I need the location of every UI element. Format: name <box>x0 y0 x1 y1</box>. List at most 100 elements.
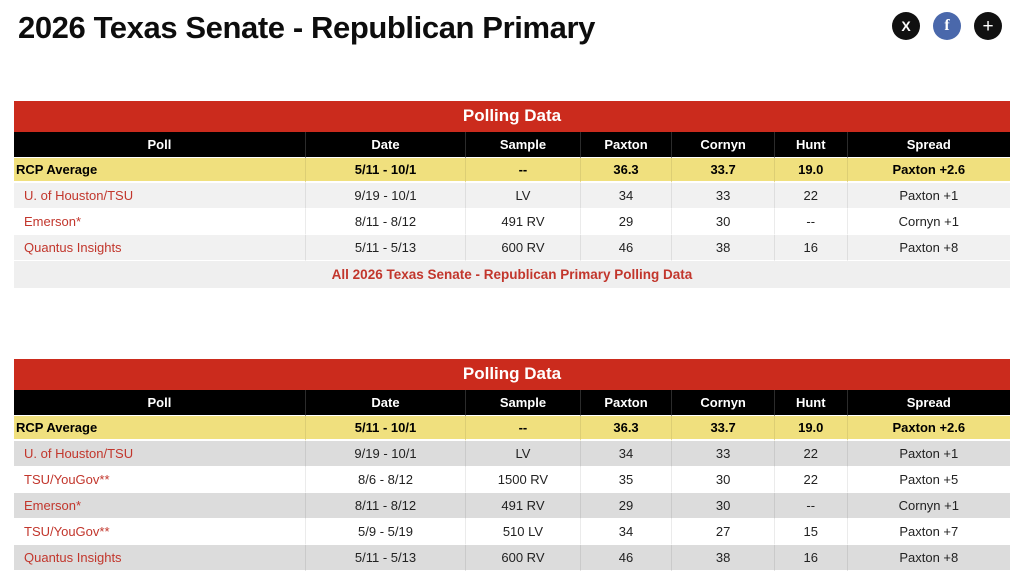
cell-paxton: 29 <box>579 493 672 519</box>
polling-table-2-wrap: Polling Data Poll Date Sample Paxton Cor… <box>14 359 1010 571</box>
cell-date: 9/19 - 10/1 <box>304 183 466 209</box>
cell-hunt: 22 <box>773 441 847 467</box>
cell-spread: Paxton +8 <box>846 235 1010 261</box>
cell-date: 8/6 - 8/12 <box>304 467 466 493</box>
cell-date: 5/11 - 5/13 <box>304 545 466 571</box>
col-sample: Sample <box>465 132 580 158</box>
table-row: Emerson* 8/11 - 8/12 491 RV 29 30 -- Cor… <box>14 209 1010 235</box>
cell-cornyn: 30 <box>671 493 774 519</box>
table-row: Quantus Insights 5/11 - 5/13 600 RV 46 3… <box>14 545 1010 571</box>
average-spread: Paxton +2.6 <box>846 416 1010 441</box>
table-title: Polling Data <box>14 101 1010 132</box>
cell-paxton: 29 <box>579 209 672 235</box>
average-hunt: 19.0 <box>773 416 847 441</box>
cell-cornyn: 30 <box>671 467 774 493</box>
col-hunt: Hunt <box>773 132 847 158</box>
column-header-row: Poll Date Sample Paxton Cornyn Hunt Spre… <box>14 132 1010 158</box>
col-date: Date <box>304 132 466 158</box>
poll-link[interactable]: TSU/YouGov** <box>24 524 110 539</box>
cell-cornyn: 33 <box>671 183 774 209</box>
table-row: Emerson* 8/11 - 8/12 491 RV 29 30 -- Cor… <box>14 493 1010 519</box>
poll-link[interactable]: Quantus Insights <box>24 550 122 565</box>
poll-link[interactable]: Emerson* <box>24 214 82 229</box>
cell-date: 8/11 - 8/12 <box>304 493 466 519</box>
cell-hunt: 22 <box>773 467 847 493</box>
cell-cornyn: 33 <box>671 441 774 467</box>
col-spread: Spread <box>846 132 1010 158</box>
cell-cornyn: 38 <box>671 235 774 261</box>
cell-spread: Cornyn +1 <box>846 493 1010 519</box>
cell-spread: Paxton +7 <box>846 519 1010 545</box>
average-label: RCP Average <box>14 158 305 183</box>
average-date: 5/11 - 10/1 <box>304 158 466 183</box>
cell-sample: LV <box>465 441 580 467</box>
cell-paxton: 46 <box>579 235 672 261</box>
col-hunt: Hunt <box>773 390 847 416</box>
share-icons: X f + <box>892 12 1002 40</box>
cell-spread: Cornyn +1 <box>846 209 1010 235</box>
cell-hunt: 16 <box>773 545 847 571</box>
cell-date: 5/11 - 5/13 <box>304 235 466 261</box>
polling-table-1: Polling Data Poll Date Sample Paxton Cor… <box>14 101 1010 289</box>
poll-link[interactable]: Emerson* <box>24 498 82 513</box>
col-poll: Poll <box>14 390 305 416</box>
table-row: TSU/YouGov** 5/9 - 5/19 510 LV 34 27 15 … <box>14 519 1010 545</box>
cell-sample: 510 LV <box>465 519 580 545</box>
col-cornyn: Cornyn <box>671 132 774 158</box>
average-cornyn: 33.7 <box>671 158 774 183</box>
poll-link[interactable]: TSU/YouGov** <box>24 472 110 487</box>
x-share-button[interactable]: X <box>892 12 920 40</box>
average-date: 5/11 - 10/1 <box>304 416 466 441</box>
poll-link[interactable]: U. of Houston/TSU <box>24 188 134 203</box>
cell-hunt: 15 <box>773 519 847 545</box>
table-row: U. of Houston/TSU 9/19 - 10/1 LV 34 33 2… <box>14 441 1010 467</box>
poll-link[interactable]: Quantus Insights <box>24 240 122 255</box>
cell-cornyn: 30 <box>671 209 774 235</box>
column-header-row: Poll Date Sample Paxton Cornyn Hunt Spre… <box>14 390 1010 416</box>
cell-hunt: 22 <box>773 183 847 209</box>
cell-paxton: 34 <box>579 441 672 467</box>
col-paxton: Paxton <box>579 132 672 158</box>
cell-spread: Paxton +8 <box>846 545 1010 571</box>
cell-spread: Paxton +1 <box>846 441 1010 467</box>
cell-paxton: 35 <box>579 467 672 493</box>
page-title: 2026 Texas Senate - Republican Primary <box>18 10 595 45</box>
table-title: Polling Data <box>14 359 1010 390</box>
all-polling-data-row: All 2026 Texas Senate - Republican Prima… <box>14 261 1010 289</box>
cell-sample: 600 RV <box>465 545 580 571</box>
cell-paxton: 34 <box>579 183 672 209</box>
table-row: U. of Houston/TSU 9/19 - 10/1 LV 34 33 2… <box>14 183 1010 209</box>
cell-date: 5/9 - 5/19 <box>304 519 466 545</box>
average-hunt: 19.0 <box>773 158 847 183</box>
cell-paxton: 34 <box>579 519 672 545</box>
col-paxton: Paxton <box>579 390 672 416</box>
cell-sample: 1500 RV <box>465 467 580 493</box>
page-header: 2026 Texas Senate - Republican Primary X… <box>0 0 1024 48</box>
facebook-share-button[interactable]: f <box>933 12 961 40</box>
x-icon: X <box>901 18 911 34</box>
average-cornyn: 33.7 <box>671 416 774 441</box>
average-sample: -- <box>465 158 580 183</box>
cell-spread: Paxton +1 <box>846 183 1010 209</box>
rcp-average-row: RCP Average 5/11 - 10/1 -- 36.3 33.7 19.… <box>14 416 1010 441</box>
more-share-button[interactable]: + <box>974 12 1002 40</box>
cell-sample: 491 RV <box>465 493 580 519</box>
cell-hunt: -- <box>773 209 847 235</box>
table-row: Quantus Insights 5/11 - 5/13 600 RV 46 3… <box>14 235 1010 261</box>
all-polling-data-link[interactable]: All 2026 Texas Senate - Republican Prima… <box>331 267 693 282</box>
polling-table-1-wrap: Polling Data Poll Date Sample Paxton Cor… <box>14 101 1010 289</box>
col-poll: Poll <box>14 132 305 158</box>
average-sample: -- <box>465 416 580 441</box>
cell-hunt: 16 <box>773 235 847 261</box>
cell-sample: 491 RV <box>465 209 580 235</box>
table-title-row: Polling Data <box>14 101 1010 132</box>
poll-link[interactable]: U. of Houston/TSU <box>24 446 134 461</box>
col-date: Date <box>304 390 466 416</box>
cell-cornyn: 27 <box>671 519 774 545</box>
cell-date: 9/19 - 10/1 <box>304 441 466 467</box>
average-paxton: 36.3 <box>579 416 672 441</box>
cell-paxton: 46 <box>579 545 672 571</box>
cell-spread: Paxton +5 <box>846 467 1010 493</box>
cell-sample: LV <box>465 183 580 209</box>
cell-date: 8/11 - 8/12 <box>304 209 466 235</box>
